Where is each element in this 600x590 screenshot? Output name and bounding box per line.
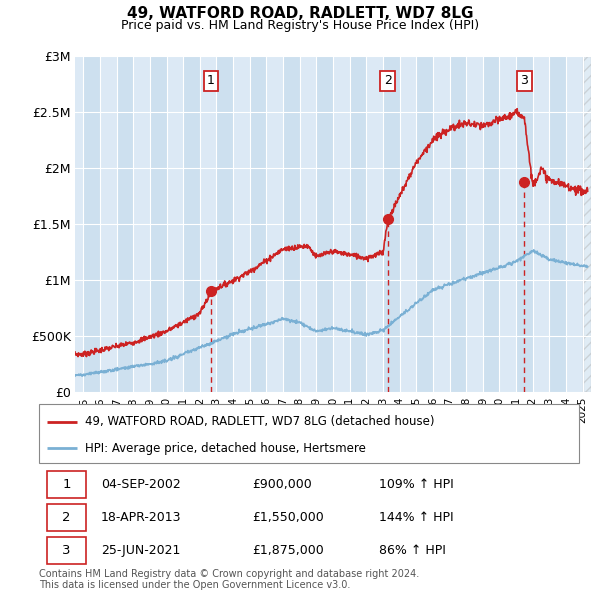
Bar bbox=[583, 56, 599, 392]
Text: 2: 2 bbox=[384, 74, 392, 87]
FancyBboxPatch shape bbox=[47, 504, 86, 532]
Text: 109% ↑ HPI: 109% ↑ HPI bbox=[379, 478, 454, 491]
Bar bbox=[449, 56, 466, 392]
Text: Contains HM Land Registry data © Crown copyright and database right 2024.
This d: Contains HM Land Registry data © Crown c… bbox=[39, 569, 419, 590]
Bar bbox=[466, 56, 483, 392]
Bar bbox=[416, 56, 433, 392]
Bar bbox=[283, 56, 300, 392]
Text: 18-APR-2013: 18-APR-2013 bbox=[101, 511, 182, 525]
FancyBboxPatch shape bbox=[39, 404, 579, 463]
Bar bbox=[300, 56, 316, 392]
Text: 3: 3 bbox=[62, 545, 71, 558]
Bar bbox=[116, 56, 133, 392]
Text: Price paid vs. HM Land Registry's House Price Index (HPI): Price paid vs. HM Land Registry's House … bbox=[121, 19, 479, 32]
Bar bbox=[400, 56, 416, 392]
Text: 2: 2 bbox=[62, 511, 71, 525]
Text: 1: 1 bbox=[62, 478, 71, 491]
Bar bbox=[200, 56, 217, 392]
Text: 3: 3 bbox=[520, 74, 528, 87]
Bar bbox=[133, 56, 150, 392]
FancyBboxPatch shape bbox=[47, 471, 86, 498]
Text: HPI: Average price, detached house, Hertsmere: HPI: Average price, detached house, Hert… bbox=[85, 442, 366, 455]
Text: 49, WATFORD ROAD, RADLETT, WD7 8LG: 49, WATFORD ROAD, RADLETT, WD7 8LG bbox=[127, 6, 473, 21]
Bar bbox=[333, 56, 350, 392]
Bar bbox=[533, 56, 550, 392]
Bar bbox=[550, 56, 566, 392]
Bar bbox=[266, 56, 283, 392]
Bar bbox=[167, 56, 183, 392]
Bar bbox=[100, 56, 116, 392]
Bar bbox=[350, 56, 366, 392]
Bar bbox=[516, 56, 533, 392]
Text: 25-JUN-2021: 25-JUN-2021 bbox=[101, 545, 181, 558]
Text: 04-SEP-2002: 04-SEP-2002 bbox=[101, 478, 181, 491]
Bar bbox=[316, 56, 333, 392]
Bar bbox=[233, 56, 250, 392]
Bar bbox=[583, 56, 591, 392]
Bar bbox=[250, 56, 266, 392]
Bar bbox=[83, 56, 100, 392]
Bar bbox=[383, 56, 400, 392]
Bar bbox=[150, 56, 167, 392]
Text: £1,875,000: £1,875,000 bbox=[253, 545, 324, 558]
Bar bbox=[566, 56, 583, 392]
Bar bbox=[483, 56, 499, 392]
Bar bbox=[433, 56, 449, 392]
Text: 86% ↑ HPI: 86% ↑ HPI bbox=[379, 545, 446, 558]
Bar bbox=[183, 56, 200, 392]
Bar bbox=[366, 56, 383, 392]
Bar bbox=[217, 56, 233, 392]
Text: £900,000: £900,000 bbox=[253, 478, 312, 491]
FancyBboxPatch shape bbox=[47, 537, 86, 565]
Text: 49, WATFORD ROAD, RADLETT, WD7 8LG (detached house): 49, WATFORD ROAD, RADLETT, WD7 8LG (deta… bbox=[85, 415, 434, 428]
Text: 144% ↑ HPI: 144% ↑ HPI bbox=[379, 511, 454, 525]
Bar bbox=[499, 56, 516, 392]
Text: £1,550,000: £1,550,000 bbox=[253, 511, 324, 525]
Text: 1: 1 bbox=[207, 74, 215, 87]
